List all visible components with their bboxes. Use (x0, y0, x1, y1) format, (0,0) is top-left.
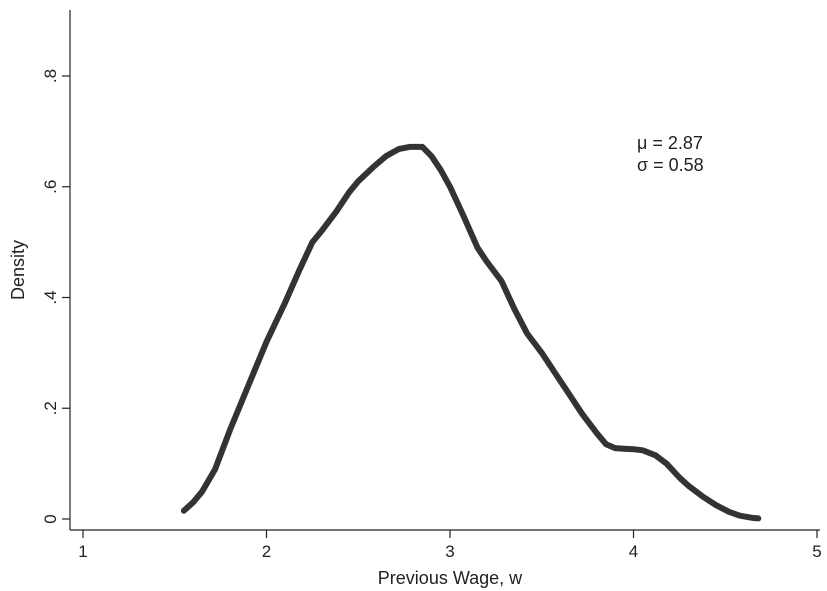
density-series (180, 143, 762, 522)
y-tick-label: .6 (41, 180, 60, 194)
y-axis-title: Density (8, 240, 28, 300)
x-tick-label: 3 (445, 542, 454, 561)
y-tick-label: .4 (41, 290, 60, 304)
mean-annotation: μ = 2.87 (637, 133, 703, 153)
x-tick-label: 1 (78, 542, 87, 561)
y-tick-label: .8 (41, 69, 60, 83)
x-axis-ticks: 1 2 3 4 5 (78, 530, 822, 561)
x-tick-label: 4 (629, 542, 638, 561)
sd-annotation: σ = 0.58 (637, 155, 704, 175)
annotations: μ = 2.87σ = 0.58 (637, 133, 704, 175)
x-tick-label: 5 (812, 542, 821, 561)
y-axis-ticks: 0 .2 .4 .6 .8 (41, 69, 70, 524)
x-axis-title: Previous Wage, w (378, 568, 523, 588)
x-tick-label: 2 (262, 542, 271, 561)
density-line (180, 143, 762, 522)
y-tick-label: .2 (41, 401, 60, 415)
y-tick-label: 0 (41, 514, 60, 523)
